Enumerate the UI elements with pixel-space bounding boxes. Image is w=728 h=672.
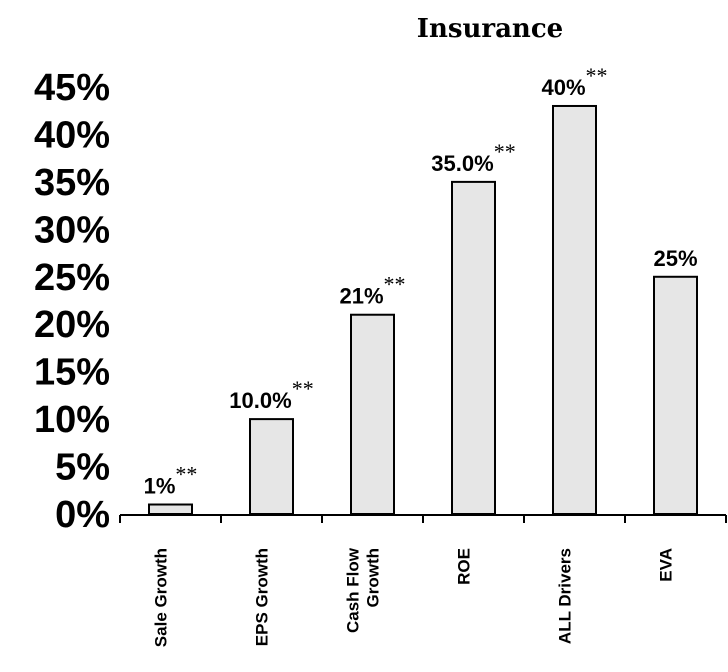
bar (451, 180, 496, 515)
y-tick-label: 5% (55, 447, 110, 489)
bars-group (148, 104, 698, 515)
x-tick-label: Sale Growth (152, 548, 171, 647)
data-labels-group: 1%** 10.0%** 21%** 35.0%** 40%** 25% (144, 63, 698, 499)
y-tick-label: 15% (34, 352, 110, 394)
data-label: 21%** (339, 272, 405, 309)
chart-title: Insurance (417, 14, 563, 44)
y-tick-label: 10% (34, 399, 110, 441)
y-tick-label: 20% (34, 304, 110, 346)
bar (249, 418, 294, 515)
y-axis-ticks: 0% 5% 10% 15% 20% 25% 30% 35% 40% 45% (34, 67, 110, 536)
y-tick-label: 40% (34, 114, 110, 156)
x-tick-label: EPS Growth (253, 548, 272, 646)
x-axis-ticks: Sale Growth EPS Growth Cash FlowGrowth ROE A… (119, 515, 727, 647)
data-label: 1%** (144, 462, 198, 499)
x-tick-label: Cash FlowGrowth (344, 547, 383, 633)
y-tick-label: 30% (34, 209, 110, 251)
data-label: 25% (653, 246, 697, 271)
bar (552, 104, 597, 515)
data-label: 35.0%** (431, 139, 515, 176)
y-tick-label: 25% (34, 257, 110, 299)
bar (653, 275, 698, 515)
x-tick-label: EVA (657, 548, 676, 582)
y-tick-label: 0% (55, 494, 110, 536)
bar (350, 313, 395, 515)
data-label: 40%** (541, 63, 607, 100)
x-tick-label: ROE (455, 548, 474, 585)
y-tick-label: 35% (34, 162, 110, 204)
y-tick-label: 45% (34, 67, 110, 109)
data-label: 10.0%** (229, 376, 313, 413)
bar (148, 503, 193, 515)
x-tick-label: ALL Drivers (556, 548, 575, 644)
